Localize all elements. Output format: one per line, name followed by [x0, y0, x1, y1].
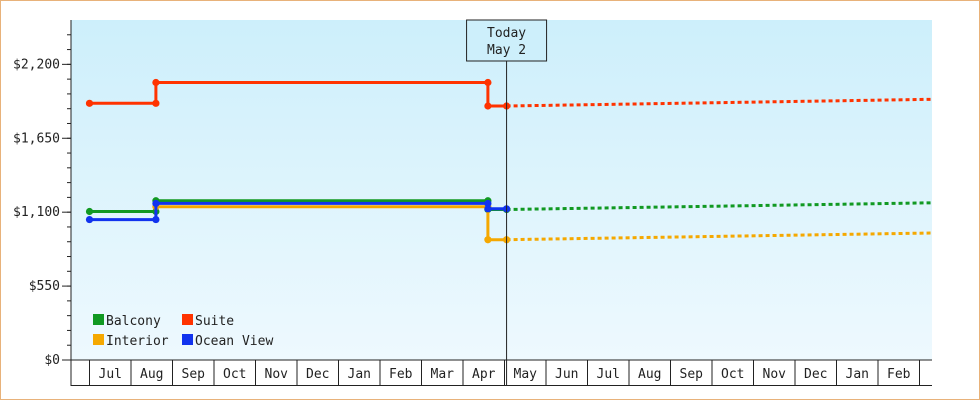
y-tick-label: $1,650 [13, 131, 60, 146]
month-label: Nov [763, 367, 787, 382]
data-point-suite [152, 99, 160, 107]
month-label: Jan [846, 367, 869, 382]
data-point-suite [484, 102, 492, 110]
legend-label-interior: Interior [106, 334, 169, 349]
legend-label-balcony: Balcony [106, 314, 161, 329]
data-point-ocean-view [484, 199, 492, 208]
month-label: Dec [804, 367, 827, 382]
month-label: Apr [472, 367, 496, 382]
data-point-suite [85, 99, 94, 107]
month-label: Sep [182, 367, 206, 382]
legend-swatch-suite [182, 314, 193, 325]
month-label: Feb [389, 367, 413, 382]
data-point-interior [484, 236, 492, 244]
legend-label-suite: Suite [195, 314, 234, 329]
month-label: Aug [140, 367, 163, 382]
data-point-ocean-view [85, 215, 94, 224]
month-label: Jan [348, 367, 371, 382]
month-label: Oct [721, 367, 744, 382]
legend-swatch-balcony [93, 314, 104, 325]
data-point-suite [152, 78, 160, 87]
data-point-ocean-view [152, 215, 160, 224]
month-label: Aug [638, 367, 661, 382]
data-point-ocean-view [152, 199, 160, 208]
data-point-balcony [85, 207, 94, 216]
month-label: Feb [887, 367, 911, 382]
plot-background [71, 20, 932, 360]
forecast-line-suite [506, 97, 933, 108]
y-tick-label: $1,100 [13, 205, 60, 220]
legend-swatch-ocean-view [182, 334, 193, 345]
month-label: May [514, 367, 538, 382]
forecast-line-balcony [506, 201, 933, 211]
month-label: Jun [555, 367, 578, 382]
month-label: Dec [306, 367, 329, 382]
legend-label-ocean-view: Ocean View [195, 334, 273, 349]
data-point-ocean-view [484, 205, 492, 213]
month-label: Jul [99, 367, 122, 382]
data-point-suite [484, 78, 492, 87]
today-label: Today [487, 26, 526, 41]
today-box [466, 19, 548, 62]
month-label: Sep [680, 367, 704, 382]
y-tick-label: $2,200 [13, 57, 60, 72]
series-line-interior [155, 205, 507, 242]
month-label: Oct [223, 367, 246, 382]
today-date: May 2 [487, 43, 526, 58]
month-label: Nov [265, 367, 289, 382]
month-label: Mar [431, 367, 455, 382]
y-tick-label: $550 [29, 279, 60, 294]
forecast-line-interior [506, 231, 933, 242]
legend-swatch-interior [93, 334, 104, 345]
month-label: Jul [597, 367, 620, 382]
y-tick-label: $0 [44, 353, 60, 368]
